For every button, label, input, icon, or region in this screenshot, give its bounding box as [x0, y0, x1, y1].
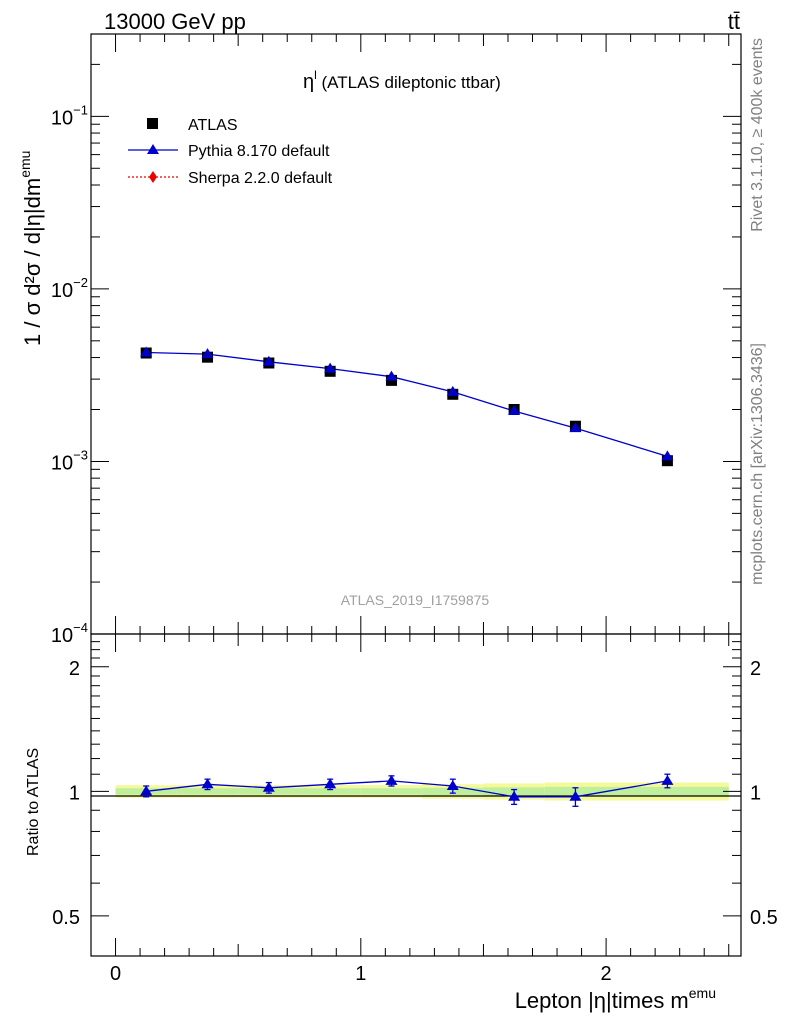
atlas-data-point [661, 455, 673, 467]
y-tick-label-exponent: −4 [73, 620, 88, 635]
legend-marker-pythia [147, 144, 159, 154]
pythia-ratio-point [661, 774, 674, 785]
pythia-data-point [508, 405, 521, 416]
ratio-y-tick-label-right: 1 [750, 782, 761, 804]
y-tick-label-base: 10 [51, 107, 73, 129]
header-energy-label: 13000 GeV pp [104, 9, 246, 34]
pythia-data-point [324, 362, 337, 373]
data-series [140, 346, 674, 807]
pythia-data-point [446, 385, 459, 396]
pythia-ratio-point [201, 778, 214, 789]
y-tick-label-exponent: −2 [73, 275, 88, 290]
ratio-plot-frame [90, 633, 742, 957]
pythia-data-point [201, 348, 214, 359]
ratio-band-inner [606, 786, 729, 796]
x-tick-label: 0 [110, 963, 121, 985]
x-axis-label: Lepton |η|times memu [515, 985, 716, 1013]
y-tick-label-exponent: −3 [73, 447, 88, 462]
ratio-y-tick-label-left: 0.5 [52, 907, 80, 929]
y-tick-label-base: 10 [51, 280, 73, 302]
ratio-y-tick-label-right: 0.5 [750, 907, 778, 929]
pythia-ratio-point [324, 778, 337, 789]
ratio-y-tick-label-left: 2 [69, 658, 80, 680]
pythia-data-point [262, 355, 275, 366]
pythia-ratio-point [262, 781, 275, 792]
legend-marker-sherpa [149, 171, 157, 183]
legend-label-pythia: Pythia 8.170 default [188, 143, 330, 160]
y-tick-label: 10−3 [51, 447, 88, 474]
ratio-axis-ticks: 2 2 1 1 0.5 0.5 [52, 633, 778, 957]
y-tick-label: 10−2 [51, 275, 88, 302]
y-tick-label: 10−4 [51, 620, 88, 647]
x-axis-ticks: 0 1 2 [110, 34, 730, 985]
analysis-id-watermark: ATLAS_2019_I1759875 [341, 592, 490, 608]
ratio-y-tick-label-left: 1 [69, 782, 80, 804]
y-tick-label-base: 10 [51, 452, 73, 474]
pythia-ratio-point [508, 790, 521, 801]
pythia-ratio-point [569, 790, 582, 801]
ratio-band-inner [360, 788, 423, 795]
pythia-ratio-point [140, 785, 153, 796]
y-tick-label-exponent: −1 [73, 102, 88, 117]
pythia-data-point [569, 422, 582, 433]
pythia-data-point [140, 346, 153, 357]
x-tick-label: 2 [601, 963, 612, 985]
pythia-main-line [146, 351, 668, 458]
x-tick-label: 1 [355, 963, 366, 985]
y-tick-label-base: 10 [51, 625, 73, 647]
y-tick-label: 10−1 [51, 102, 88, 129]
pythia-ratio-point [446, 780, 459, 791]
rivet-version-label: Rivet 3.1.10, ≥ 400k events [749, 38, 766, 232]
legend-label-atlas: ATLAS [188, 117, 238, 134]
legend: ATLAS Pythia 8.170 default Sherpa 2.2.0 … [128, 117, 333, 187]
ratio-band-inner [299, 788, 361, 795]
ratio-y-axis-label: Ratio to ATLAS [25, 748, 42, 856]
header-process-label: tt̄ [728, 9, 740, 34]
pythia-ratio-point [385, 774, 398, 785]
mcplots-reference-label: mcplots.cern.ch [arXiv:1306.3436] [749, 343, 766, 585]
pythia-data-point [661, 450, 674, 461]
y-axis-label: 1 / σ d²σ / d|η|dmemu [17, 151, 45, 346]
ratio-y-tick-label-right: 2 [750, 658, 761, 680]
plot-title: ηl (ATLAS dileptonic ttbar) [303, 68, 501, 93]
ratio-band-inner [176, 788, 239, 795]
legend-marker-atlas [147, 118, 158, 129]
legend-label-sherpa: Sherpa 2.2.0 default [188, 170, 333, 187]
pythia-data-point [385, 370, 398, 381]
